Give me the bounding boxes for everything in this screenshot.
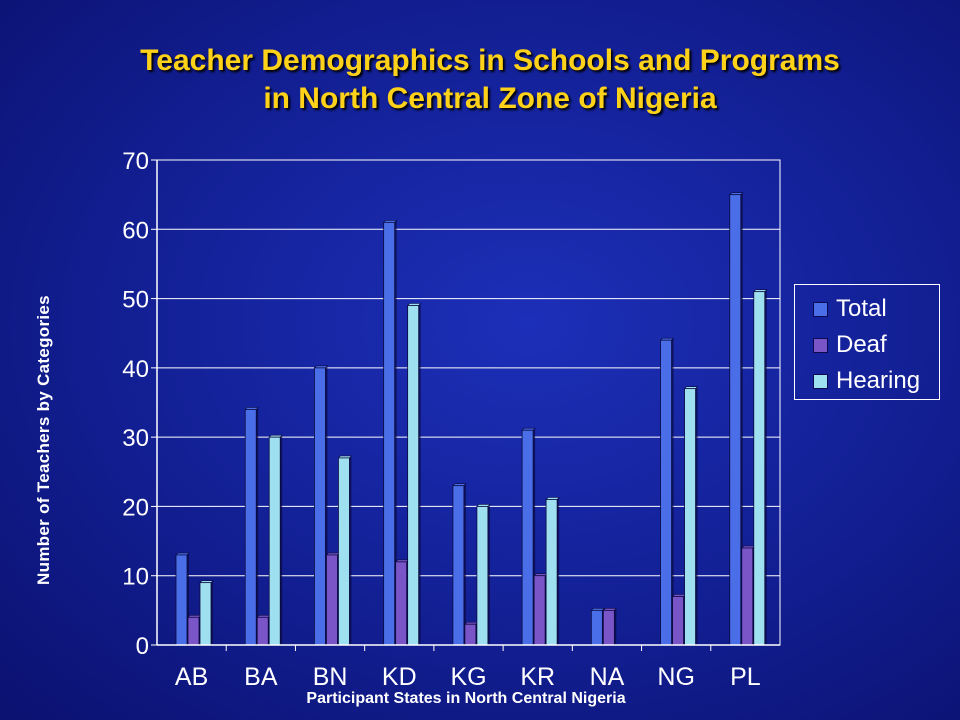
bar-side bbox=[280, 435, 283, 645]
bar-deaf-kd bbox=[395, 561, 408, 646]
y-tick-label: 50 bbox=[122, 287, 149, 314]
legend-item-hearing: Hearing bbox=[813, 363, 939, 399]
x-axis-label: Participant States in North Central Nige… bbox=[306, 690, 626, 707]
bar-hearing-ba bbox=[268, 436, 281, 646]
bar-deaf-ba bbox=[256, 616, 269, 646]
legend-label-hearing: Hearing bbox=[836, 367, 921, 394]
bar-side bbox=[418, 303, 421, 645]
bar-hearing-kr bbox=[545, 499, 558, 646]
y-tick-label: 0 bbox=[136, 633, 149, 660]
bar-hearing-bn bbox=[338, 457, 350, 646]
y-tick-label: 20 bbox=[122, 494, 149, 521]
bar-hearing-kg bbox=[476, 506, 489, 646]
bar-hearing-ng bbox=[684, 388, 696, 646]
legend-label-deaf: Deaf bbox=[836, 331, 887, 358]
bar-hearing-pl bbox=[753, 291, 766, 646]
x-tick-label: BA bbox=[244, 663, 278, 691]
x-tick-label: KG bbox=[450, 663, 486, 691]
chart-title-line-1: Teacher Demographics in Schools and Prog… bbox=[140, 44, 840, 77]
bar-side bbox=[671, 338, 674, 645]
y-tick-label: 60 bbox=[122, 217, 149, 244]
bar-deaf-pl bbox=[741, 547, 754, 646]
bar-deaf-bn bbox=[326, 554, 338, 646]
chart-title: Teacher Demographics in Schools and Prog… bbox=[60, 42, 920, 118]
legend-swatch-hearing bbox=[813, 373, 828, 389]
y-tick-label: 30 bbox=[122, 425, 149, 452]
legend-swatch-total bbox=[813, 301, 828, 317]
bar-side bbox=[256, 407, 259, 645]
bar-side bbox=[740, 192, 743, 645]
x-tick-label: BN bbox=[313, 663, 348, 691]
bar-side bbox=[211, 580, 213, 645]
x-tick-label: PL bbox=[730, 663, 761, 691]
y-tick-label: 10 bbox=[122, 564, 149, 591]
bar-deaf-ng bbox=[672, 596, 684, 646]
bar-side bbox=[557, 497, 560, 645]
y-tick-label: 70 bbox=[122, 148, 149, 175]
bar-hearing-kd bbox=[407, 305, 420, 646]
x-tick-label: AB bbox=[175, 663, 208, 691]
bar-deaf-kr bbox=[533, 575, 546, 646]
x-tick-label: NG bbox=[657, 663, 695, 691]
bar-side bbox=[764, 289, 767, 645]
bar-side bbox=[487, 504, 490, 645]
bar-total-pl bbox=[729, 194, 742, 646]
bar-total-ng bbox=[660, 339, 672, 646]
bar-deaf-na bbox=[602, 609, 615, 646]
legend: Total Deaf Hearing bbox=[794, 284, 940, 400]
x-tick-label: NA bbox=[590, 663, 625, 691]
legend-item-deaf: Deaf bbox=[813, 327, 939, 363]
bar-side bbox=[695, 386, 698, 645]
bar-total-ab bbox=[175, 554, 188, 646]
bar-side bbox=[394, 220, 397, 645]
bar-side bbox=[349, 455, 352, 645]
bar-deaf-kg bbox=[464, 623, 477, 646]
bar-deaf-ab bbox=[187, 616, 200, 646]
bar-total-kd bbox=[383, 221, 396, 646]
legend-label-total: Total bbox=[836, 295, 887, 322]
bar-total-na bbox=[590, 609, 603, 646]
x-tick-label: KR bbox=[520, 663, 555, 691]
bar-total-kg bbox=[452, 485, 465, 646]
x-tick-label: KD bbox=[382, 663, 417, 691]
bar-side bbox=[463, 483, 466, 645]
bar-side bbox=[614, 608, 617, 645]
bar-total-bn bbox=[314, 367, 326, 646]
legend-swatch-deaf bbox=[813, 337, 828, 353]
chart-title-line-2: in North Central Zone of Nigeria bbox=[263, 82, 717, 115]
bar-total-kr bbox=[521, 429, 534, 646]
legend-item-total: Total bbox=[813, 291, 939, 327]
bar-hearing-ab bbox=[199, 582, 212, 646]
y-tick-label: 40 bbox=[122, 356, 149, 383]
bar-total-ba bbox=[244, 409, 257, 646]
